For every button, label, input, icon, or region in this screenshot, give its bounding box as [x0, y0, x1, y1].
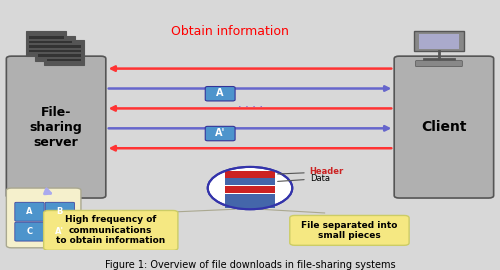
FancyBboxPatch shape	[44, 40, 84, 65]
FancyBboxPatch shape	[38, 41, 72, 43]
Text: C: C	[26, 227, 32, 236]
FancyBboxPatch shape	[416, 61, 463, 67]
Text: B: B	[56, 207, 63, 216]
FancyBboxPatch shape	[225, 178, 275, 185]
FancyBboxPatch shape	[394, 56, 494, 198]
FancyBboxPatch shape	[225, 194, 275, 201]
FancyBboxPatch shape	[28, 45, 64, 48]
Text: Figure 1: Overview of file downloads in file-sharing systems: Figure 1: Overview of file downloads in …	[104, 260, 396, 270]
FancyBboxPatch shape	[419, 34, 459, 49]
FancyBboxPatch shape	[225, 201, 275, 208]
FancyBboxPatch shape	[15, 222, 44, 241]
FancyBboxPatch shape	[290, 215, 409, 245]
FancyBboxPatch shape	[28, 50, 64, 52]
Text: High frequency of
communications
to obtain information: High frequency of communications to obta…	[56, 215, 166, 245]
FancyBboxPatch shape	[28, 36, 64, 39]
FancyBboxPatch shape	[46, 45, 82, 48]
Text: File-
sharing
server: File- sharing server	[30, 106, 82, 148]
Text: A: A	[26, 207, 32, 216]
Text: File separated into
small pieces: File separated into small pieces	[302, 221, 398, 240]
Text: Obtain information: Obtain information	[171, 25, 289, 38]
FancyBboxPatch shape	[44, 211, 178, 250]
Text: · · · ·: · · · ·	[238, 102, 262, 112]
FancyBboxPatch shape	[6, 188, 81, 248]
FancyBboxPatch shape	[45, 222, 74, 241]
FancyBboxPatch shape	[206, 86, 235, 101]
FancyBboxPatch shape	[15, 202, 44, 221]
FancyBboxPatch shape	[26, 31, 66, 56]
FancyBboxPatch shape	[46, 59, 82, 61]
FancyBboxPatch shape	[46, 55, 82, 57]
FancyBboxPatch shape	[414, 31, 464, 51]
Circle shape	[208, 167, 292, 209]
Text: A: A	[216, 89, 224, 99]
FancyBboxPatch shape	[225, 171, 275, 178]
FancyBboxPatch shape	[38, 55, 72, 57]
FancyBboxPatch shape	[38, 45, 72, 48]
Text: Client: Client	[421, 120, 467, 134]
FancyBboxPatch shape	[206, 126, 235, 141]
Text: Header: Header	[278, 167, 344, 176]
Text: A': A'	[215, 128, 226, 138]
FancyBboxPatch shape	[225, 186, 275, 193]
FancyBboxPatch shape	[6, 56, 106, 198]
Text: Data: Data	[278, 174, 330, 183]
FancyBboxPatch shape	[45, 202, 74, 221]
FancyBboxPatch shape	[46, 50, 82, 52]
Text: A': A'	[56, 227, 64, 236]
FancyBboxPatch shape	[38, 50, 72, 52]
FancyBboxPatch shape	[35, 36, 75, 61]
FancyBboxPatch shape	[28, 41, 64, 43]
